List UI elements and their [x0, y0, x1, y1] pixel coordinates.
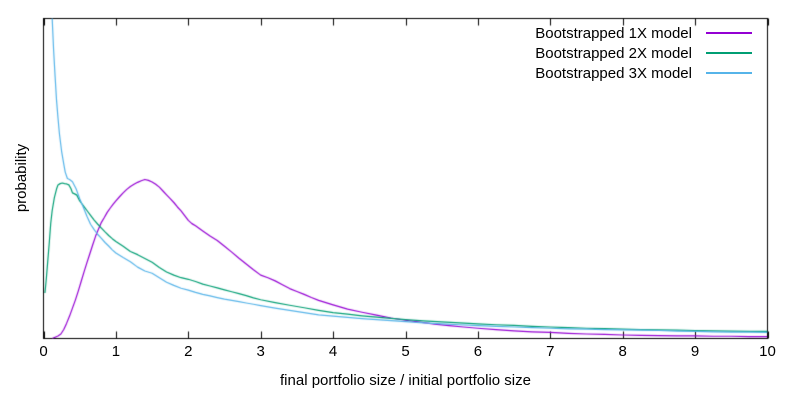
y-axis-label: probability [13, 143, 30, 213]
x-tick-label: 10 [759, 343, 776, 360]
x-tick-label: 4 [328, 343, 338, 360]
x-tick-label: 3 [256, 343, 265, 360]
x-axis-label: final portfolio size / initial portfolio… [280, 372, 531, 389]
legend-label: Bootstrapped 3X model [535, 64, 692, 82]
x-tick-label: 0 [39, 343, 48, 360]
x-tick-label: 1 [111, 343, 121, 360]
legend: Bootstrapped 1X model Bootstrapped 2X mod… [535, 23, 752, 83]
x-tick-label: 8 [618, 343, 627, 360]
legend-label: Bootstrapped 1X model [535, 24, 692, 42]
legend-label: Bootstrapped 2X model [535, 44, 692, 62]
x-tick-label: 7 [546, 343, 555, 360]
legend-item: Bootstrapped 3X model [535, 63, 752, 83]
x-tick-label: 5 [401, 343, 410, 360]
legend-line-sample [706, 52, 752, 54]
x-tick-labels: 0 1 2 3 4 5 6 7 8 9 10 [0, 344, 800, 362]
legend-item: Bootstrapped 2X model [535, 43, 752, 63]
x-tick-label: 2 [184, 343, 193, 360]
x-tick-label: 9 [690, 343, 700, 360]
legend-line-sample [706, 32, 752, 34]
legend-line-sample [706, 72, 752, 74]
x-tick-label: 6 [473, 343, 483, 360]
legend-item: Bootstrapped 1X model [535, 23, 752, 43]
